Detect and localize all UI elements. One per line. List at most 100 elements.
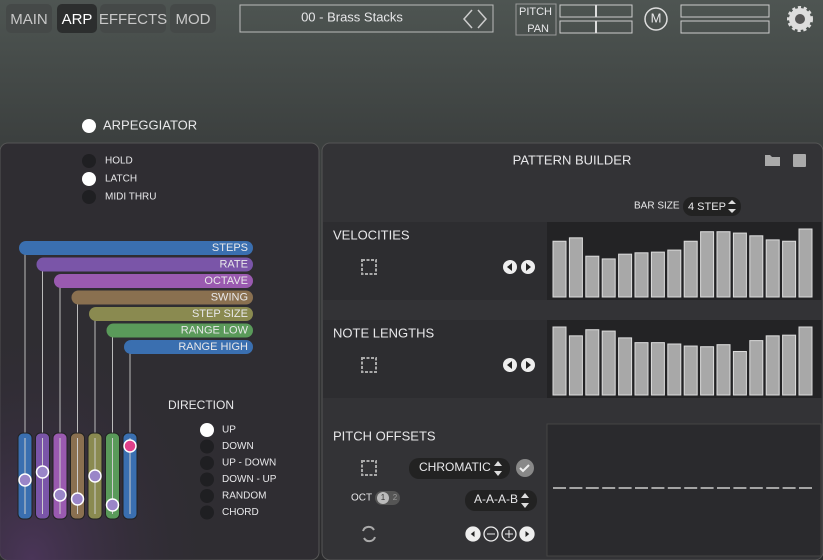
direction-option[interactable]: CHORD — [222, 507, 259, 518]
param-label[interactable]: OCTAVE — [204, 275, 248, 287]
minus-button[interactable] — [483, 526, 499, 542]
scale-dropdown[interactable] — [409, 458, 510, 479]
step-bar[interactable] — [667, 249, 682, 298]
step-bar[interactable] — [683, 345, 698, 396]
preset-name[interactable]: 00 - Brass Stacks — [301, 9, 403, 24]
step-bar[interactable] — [585, 329, 600, 396]
param-label[interactable]: SWING — [211, 291, 248, 303]
param-label[interactable]: RANGE HIGH — [178, 341, 248, 353]
arp-toggle[interactable] — [82, 119, 96, 133]
preset-prev[interactable] — [462, 9, 473, 29]
scale-value[interactable]: CHROMATIC — [419, 460, 491, 474]
step-bar[interactable] — [798, 228, 813, 298]
tab[interactable] — [170, 4, 216, 33]
step-bar[interactable] — [667, 343, 682, 396]
direction-option[interactable]: DOWN - UP — [222, 474, 277, 485]
plus-button[interactable] — [501, 526, 517, 542]
m-button[interactable] — [644, 7, 668, 31]
param-bar[interactable] — [89, 307, 253, 321]
step-bar[interactable] — [650, 342, 665, 396]
slider-knob[interactable] — [18, 473, 32, 487]
step-bar[interactable] — [601, 258, 616, 298]
step-bar[interactable] — [782, 240, 797, 298]
step-bar[interactable] — [568, 335, 583, 396]
option-toggle[interactable] — [82, 190, 96, 204]
param-label[interactable]: STEP SIZE — [192, 308, 248, 320]
option-toggle[interactable] — [82, 172, 96, 186]
direction-option[interactable]: UP - DOWN — [222, 458, 276, 469]
option-toggle[interactable] — [82, 154, 96, 168]
tab[interactable] — [57, 4, 97, 33]
step-bar[interactable] — [732, 232, 747, 298]
step-bar[interactable] — [552, 326, 567, 396]
slider-knob[interactable] — [105, 498, 120, 512]
folder-icon[interactable] — [765, 155, 780, 166]
step-bar[interactable] — [618, 337, 633, 396]
step-bar[interactable] — [618, 253, 633, 298]
param-label[interactable]: RANGE LOW — [181, 324, 249, 336]
step-bar[interactable] — [568, 237, 583, 298]
slider-knob[interactable] — [35, 465, 50, 479]
option-label[interactable]: LATCH — [105, 174, 137, 185]
grid-icon[interactable] — [361, 259, 377, 275]
direction-toggle[interactable] — [200, 505, 214, 520]
slider-knob[interactable] — [70, 492, 85, 506]
step-bar[interactable] — [716, 344, 731, 396]
step-bar[interactable] — [798, 326, 813, 396]
step-bar[interactable] — [716, 231, 731, 298]
direction-option[interactable]: RANDOM — [222, 491, 266, 502]
param-bar[interactable] — [124, 340, 253, 354]
param-label[interactable]: RATE — [219, 258, 248, 270]
direction-option[interactable]: UP — [222, 425, 236, 436]
direction-toggle[interactable] — [200, 472, 214, 487]
step-bar[interactable] — [585, 255, 600, 298]
pattern-value[interactable]: A-A-A-B — [474, 492, 518, 506]
slider-knob[interactable] — [88, 469, 102, 483]
refresh-icon[interactable] — [362, 525, 376, 543]
step-bar[interactable] — [732, 350, 747, 396]
bar-size-value[interactable]: 4 STEP — [688, 201, 726, 213]
step-bar[interactable] — [749, 235, 764, 298]
slider-knob[interactable] — [123, 439, 137, 453]
step-bar[interactable] — [634, 342, 649, 396]
step-bar[interactable] — [700, 346, 715, 396]
direction-option[interactable]: DOWN — [222, 441, 254, 452]
tab-label[interactable]: MOD — [176, 11, 211, 28]
m-label[interactable]: M — [651, 10, 662, 25]
step-bar[interactable] — [683, 240, 698, 298]
step-bar[interactable] — [782, 334, 797, 396]
direction-toggle[interactable] — [200, 456, 214, 470]
tab[interactable] — [6, 4, 52, 33]
step-bar[interactable] — [765, 239, 780, 298]
tab-label[interactable]: EFFECTS — [99, 11, 167, 28]
param-bar[interactable] — [19, 241, 253, 255]
option-label[interactable]: HOLD — [105, 156, 133, 167]
preset-next[interactable] — [477, 9, 488, 29]
param-bar[interactable] — [54, 274, 253, 288]
param-bar[interactable] — [71, 290, 254, 305]
step-bar[interactable] — [749, 340, 764, 396]
step-bar[interactable] — [765, 335, 780, 396]
direction-toggle[interactable] — [200, 423, 214, 437]
step-bar[interactable] — [700, 231, 715, 298]
step-bar[interactable] — [650, 251, 665, 298]
option-label[interactable]: MIDI THRU — [105, 192, 156, 203]
preset-box[interactable] — [239, 4, 494, 33]
save-icon[interactable] — [793, 154, 806, 167]
slider-knob[interactable] — [53, 488, 67, 502]
grid-icon[interactable] — [361, 357, 377, 373]
param-label[interactable]: STEPS — [212, 242, 248, 254]
tab-label[interactable]: ARP — [62, 11, 93, 28]
direction-toggle[interactable] — [200, 439, 214, 454]
direction-toggle[interactable] — [200, 489, 214, 503]
oct-option[interactable]: 1 — [381, 493, 386, 502]
step-bar[interactable] — [552, 240, 567, 298]
tab[interactable] — [100, 4, 166, 33]
pattern-dropdown[interactable] — [465, 490, 537, 511]
step-bar[interactable] — [601, 330, 616, 396]
param-bar[interactable] — [106, 323, 254, 338]
oct-option[interactable]: 2 — [393, 493, 398, 502]
bar-size-dropdown[interactable] — [683, 197, 741, 216]
tab-label[interactable]: MAIN — [10, 11, 48, 28]
grid-icon[interactable] — [361, 460, 377, 476]
